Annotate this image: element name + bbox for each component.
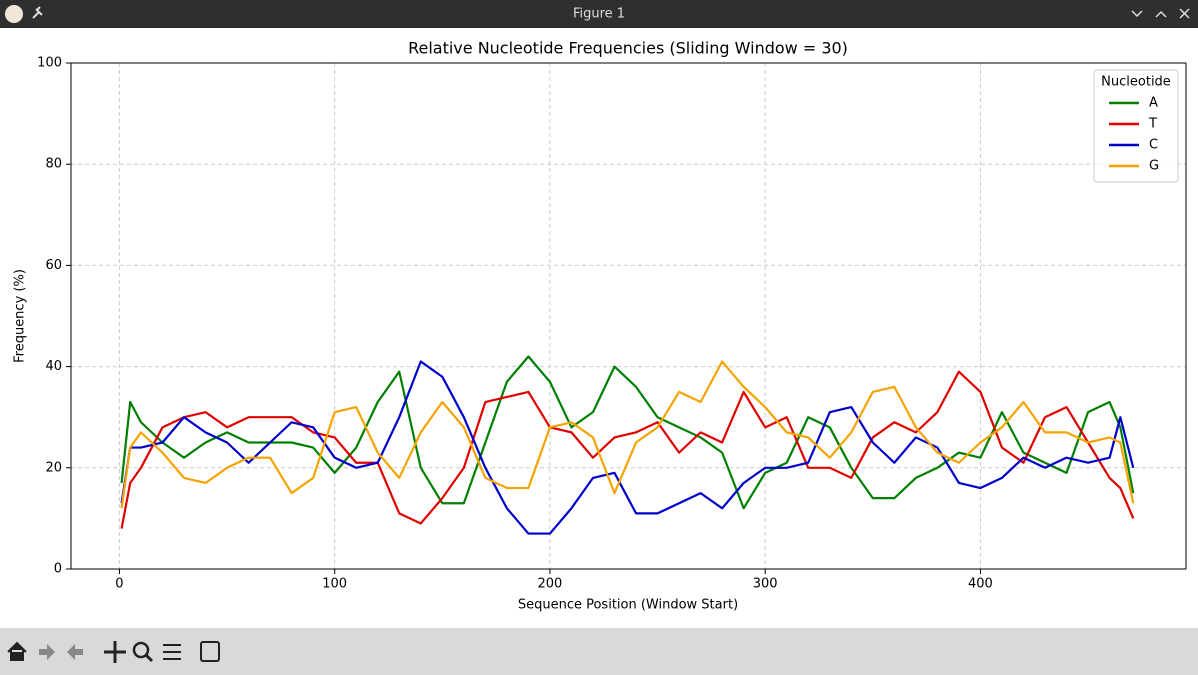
- pin-button[interactable]: [32, 6, 43, 19]
- y-tick-label: 20: [45, 460, 62, 475]
- legend-label: G: [1149, 159, 1159, 174]
- zoom-button[interactable]: [132, 641, 154, 663]
- app-icon: [5, 5, 23, 23]
- data-line: [120, 360, 1135, 535]
- data-line: [120, 360, 1135, 509]
- save-button[interactable]: [200, 641, 220, 662]
- x-tick-label: 100: [322, 577, 347, 592]
- forward-button[interactable]: [67, 644, 83, 660]
- legend-label: A: [1149, 96, 1158, 111]
- y-tick-label: 0: [54, 562, 62, 577]
- home-button[interactable]: [7, 641, 27, 661]
- x-tick-label: 200: [538, 577, 563, 592]
- maximize-button[interactable]: [1155, 10, 1167, 18]
- configure-button[interactable]: [163, 644, 181, 660]
- x-tick-label: 0: [115, 577, 123, 592]
- legend-box: [1093, 69, 1179, 183]
- title-bar: [0, 0, 1198, 28]
- x-tick-label: 300: [753, 577, 778, 592]
- y-tick-label: 80: [45, 157, 62, 172]
- legend-label: C: [1149, 138, 1158, 153]
- data-line: [120, 370, 1135, 529]
- window-title: Figure 1: [573, 7, 625, 22]
- chart-title: Relative Nucleotide Frequencies (Sliding…: [408, 39, 848, 58]
- close-button[interactable]: [1179, 8, 1190, 19]
- toolbar: [0, 628, 1198, 675]
- pan-button[interactable]: [104, 641, 126, 663]
- x-tick-label: 400: [968, 577, 993, 592]
- minimize-button[interactable]: [1131, 10, 1143, 18]
- legend-label: T: [1148, 117, 1157, 132]
- x-axis-label: Sequence Position (Window Start): [518, 598, 738, 613]
- data-line: [120, 355, 1135, 510]
- plot-frame: [70, 62, 1187, 570]
- y-tick-label: 60: [45, 258, 62, 273]
- y-tick-label: 40: [45, 359, 62, 374]
- y-axis-label: Frequency (%): [13, 269, 28, 363]
- back-button[interactable]: [39, 644, 55, 660]
- y-tick-label: 100: [37, 56, 62, 71]
- legend-title: Nucleotide: [1101, 75, 1171, 90]
